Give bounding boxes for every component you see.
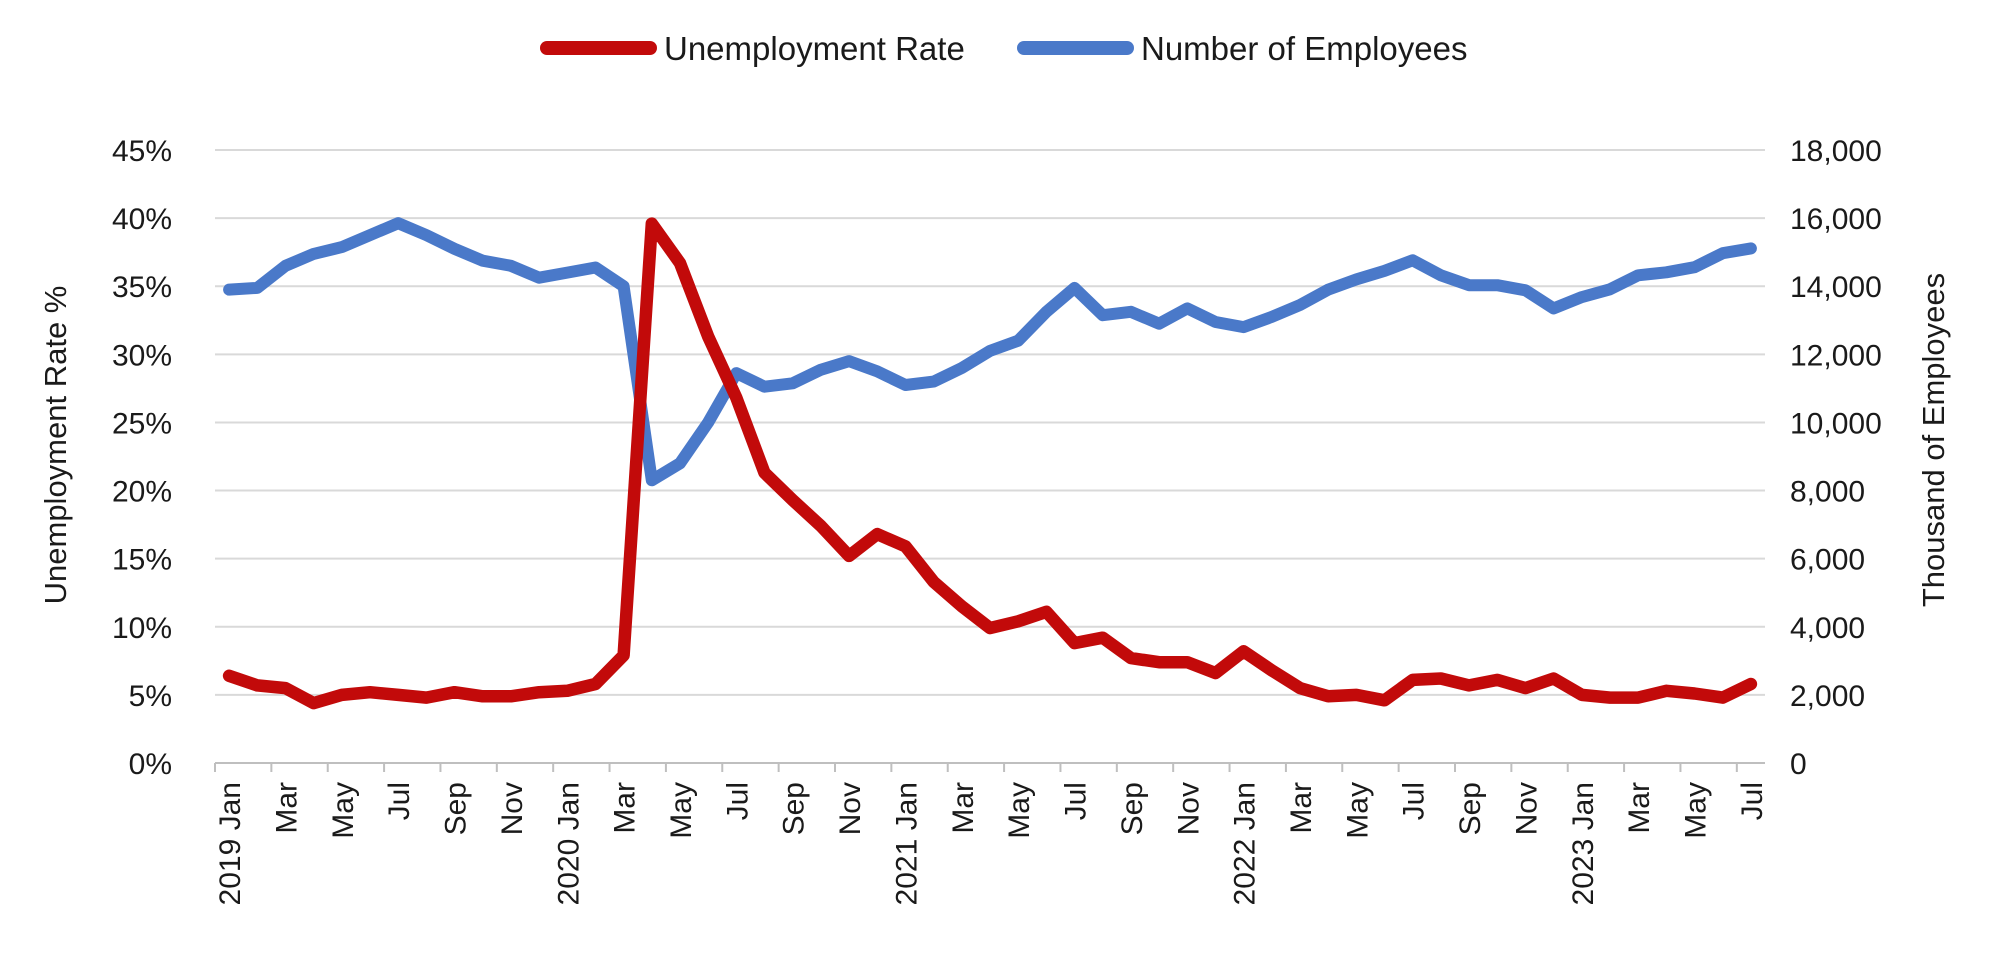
- y-axis-right-tick-label: 12,000: [1790, 339, 1882, 372]
- x-axis-tick-label: Jul: [383, 782, 416, 820]
- x-axis-tick-label: Jul: [1398, 782, 1431, 820]
- x-axis-tick-label: 2020 Jan: [552, 782, 585, 905]
- x-axis-tick-label: May: [1003, 782, 1036, 839]
- y-axis-left-tick-label: 15%: [112, 544, 172, 577]
- legend-item-number-of-employees: Number of Employees: [1017, 30, 1467, 67]
- y-axis-right-tick-label: 14,000: [1790, 271, 1882, 304]
- series-line-unemployment-rate: [222, 217, 1758, 710]
- x-axis-tick-label: Nov: [1510, 782, 1543, 835]
- x-axis-tick-label: Mar: [1623, 782, 1656, 834]
- x-axis-tick-labels: 2019 Jan Mar May Jul Sep Nov 2020 Jan Mar May Jul…: [214, 782, 1769, 905]
- legend: Unemployment Rate Number of Employees: [540, 30, 1467, 67]
- legend-label-unemployment-rate: Unemployment Rate: [664, 30, 965, 67]
- legend-item-unemployment-rate: Unemployment Rate: [540, 30, 965, 67]
- x-axis-tick-label: Nov: [496, 782, 529, 835]
- y-axis-left-tick-label: 10%: [112, 612, 172, 645]
- y-axis-right-tick-label: 4,000: [1790, 612, 1865, 645]
- x-axis-tick-label: 2019 Jan: [214, 782, 247, 905]
- x-axis-tick-label: Jul: [1736, 782, 1769, 820]
- y-axis-right-tick-label: 16,000: [1790, 203, 1882, 236]
- legend-label-number-of-employees: Number of Employees: [1141, 30, 1467, 67]
- y-axis-left-tick-label: 30%: [112, 339, 172, 372]
- y-axis-left-tick-label: 0%: [129, 748, 172, 781]
- y-axis-left-tick-labels: 0% 5% 10% 15% 20% 25% 30% 35% 40% 45%: [112, 135, 172, 781]
- x-axis-tick-label: Nov: [1172, 782, 1205, 835]
- y-axis-left-tick-label: 5%: [129, 680, 172, 713]
- x-axis-tick-label: 2021 Jan: [890, 782, 923, 905]
- y-axis-left-tick-label: 35%: [112, 271, 172, 304]
- x-axis-tick-label: May: [665, 782, 698, 839]
- x-axis-tick-label: Mar: [947, 782, 980, 834]
- y-axis-left-tick-label: 45%: [112, 135, 172, 168]
- y-axis-left-tick-label: 25%: [112, 407, 172, 440]
- x-axis-tick-label: 2022 Jan: [1229, 782, 1262, 905]
- y-axis-left-tick-label: 20%: [112, 476, 172, 509]
- series-line-number-of-employees: [223, 217, 1757, 487]
- x-axis-tick-label: Sep: [1116, 782, 1149, 835]
- y-axis-right-tick-label: 0: [1790, 748, 1807, 781]
- y-axis-right-tick-label: 18,000: [1790, 135, 1882, 168]
- x-axis-tick-label: Mar: [1285, 782, 1318, 834]
- x-axis-tick-label: May: [327, 782, 360, 839]
- axis-title-right: Thousand of Employees: [1916, 273, 1951, 607]
- y-axis-left-tick-label: 40%: [112, 203, 172, 236]
- x-axis-tick-label: Sep: [440, 782, 473, 835]
- x-axis-tick-label: Jul: [1060, 782, 1093, 820]
- y-axis-right-tick-label: 8,000: [1790, 476, 1865, 509]
- x-axis-tick-label: May: [1341, 782, 1374, 839]
- x-axis-tick-label: Sep: [778, 782, 811, 835]
- y-axis-right-tick-label: 6,000: [1790, 544, 1865, 577]
- axis-title-left: Unemployment Rate %: [38, 286, 73, 605]
- x-axis: [214, 763, 1738, 772]
- y-axis-right-tick-label: 2,000: [1790, 680, 1865, 713]
- x-axis-tick-label: Sep: [1454, 782, 1487, 835]
- y-axis-right-tick-label: 10,000: [1790, 407, 1882, 440]
- x-axis-tick-label: Nov: [834, 782, 867, 835]
- x-axis-tick-label: May: [1680, 782, 1713, 839]
- x-axis-tick-label: Mar: [270, 782, 303, 834]
- x-axis-tick-label: Jul: [721, 782, 754, 820]
- x-axis-tick-label: Mar: [609, 782, 642, 834]
- y-axis-right-tick-labels: 0 2,000 4,000 6,000 8,000 10,000 12,000 14,000 1…: [1790, 135, 1882, 781]
- x-axis-tick-label: 2023 Jan: [1567, 782, 1600, 905]
